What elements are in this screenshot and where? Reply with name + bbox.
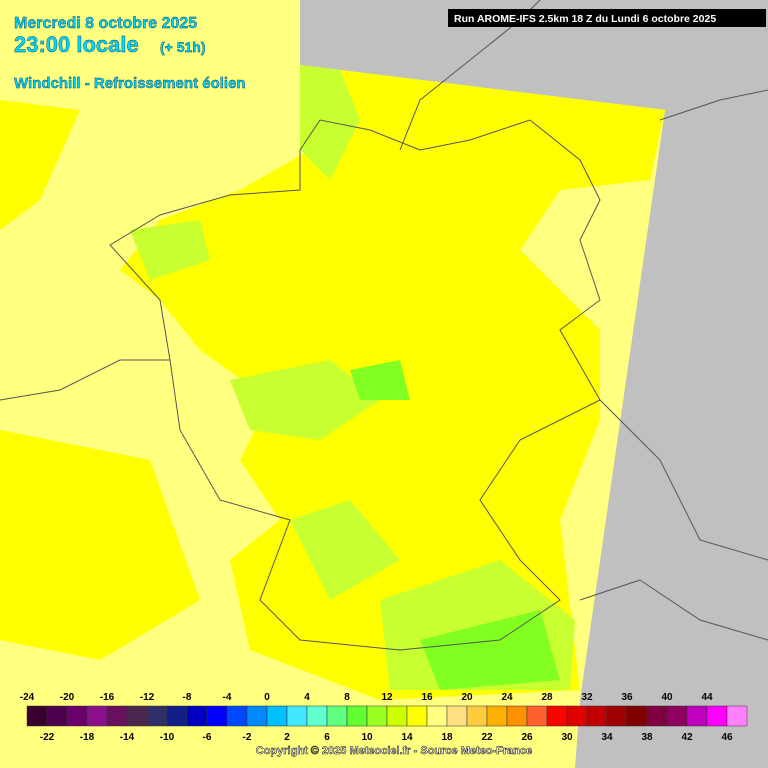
legend-label: 22 (481, 732, 493, 743)
legend-label: 38 (641, 732, 653, 743)
legend-swatch (346, 705, 368, 727)
legend-label: 0 (264, 692, 270, 703)
legend-swatch (446, 705, 468, 727)
legend-label: 24 (501, 692, 513, 703)
legend-label: 42 (681, 732, 693, 743)
legend-label: -6 (203, 732, 212, 743)
legend-label: -18 (80, 732, 95, 743)
legend-label: 2 (284, 732, 290, 743)
time: 23:00 locale (14, 32, 139, 57)
legend-label: 44 (701, 692, 713, 703)
legend-swatch (406, 705, 428, 727)
run-box (448, 9, 766, 27)
legend-swatch (146, 705, 168, 727)
legend-label: 46 (721, 732, 733, 743)
legend-label: -24 (20, 692, 35, 703)
legend-swatch (126, 705, 148, 727)
copyright: Copyright © 2025 Meteociel.fr - Source M… (256, 745, 532, 757)
legend-swatch (666, 705, 688, 727)
legend-swatch (46, 705, 68, 727)
legend-label: 34 (601, 732, 613, 743)
legend-swatch (426, 705, 448, 727)
legend-label: 8 (344, 692, 350, 703)
date: Mercredi 8 octobre 2025 (14, 15, 197, 32)
legend-label: -20 (60, 692, 75, 703)
legend-swatch (26, 705, 48, 727)
legend-label: -2 (243, 732, 252, 743)
legend-label: -14 (120, 732, 135, 743)
legend-swatch (106, 705, 128, 727)
legend-label: 6 (324, 732, 330, 743)
legend-label: -8 (183, 692, 192, 703)
run-info: Run AROME-IFS 2.5km 18 Z du Lundi 6 octo… (454, 13, 716, 25)
lead-time: (+ 51h) (160, 39, 206, 55)
legend-label: -16 (100, 692, 115, 703)
fair-green-areas (350, 360, 560, 690)
legend-label: 40 (661, 692, 673, 703)
legend-label: 30 (561, 732, 573, 743)
legend-swatch (486, 705, 508, 727)
legend-swatch (626, 705, 648, 727)
legend-label: -12 (140, 692, 155, 703)
legend-swatch (366, 705, 388, 727)
legend-label: 4 (304, 692, 310, 703)
legend-swatch (546, 705, 568, 727)
legend-label: 32 (581, 692, 593, 703)
legend-swatch (306, 705, 328, 727)
legend-swatch (86, 705, 108, 727)
legend-swatch (266, 705, 288, 727)
legend-swatch (686, 705, 708, 727)
legend-swatch (186, 705, 208, 727)
legend-swatch (386, 705, 408, 727)
legend-swatch (526, 705, 548, 727)
legend-swatch (466, 705, 488, 727)
parameter: Windchill - Refroissement éolien (14, 75, 246, 92)
legend-swatch (606, 705, 628, 727)
legend-swatch (166, 705, 188, 727)
legend-swatch (586, 705, 608, 727)
legend-label: -4 (223, 692, 232, 703)
legend-label: 26 (521, 732, 533, 743)
legend-label: 18 (441, 732, 453, 743)
legend-swatch (246, 705, 268, 727)
borders (0, 0, 768, 651)
legend-swatch (566, 705, 588, 727)
legend-swatch (646, 705, 668, 727)
legend-label: 16 (421, 692, 433, 703)
legend-swatch (506, 705, 528, 727)
legend-label: -22 (40, 732, 55, 743)
legend-label: 28 (541, 692, 553, 703)
legend-swatch (206, 705, 228, 727)
legend-swatch (706, 705, 728, 727)
legend-label: -10 (160, 732, 175, 743)
legend-label: 12 (381, 692, 393, 703)
legend-swatch (326, 705, 348, 727)
legend-swatch (726, 705, 748, 727)
legend-label: 14 (401, 732, 413, 743)
legend-label: 10 (361, 732, 373, 743)
legend-swatch (66, 705, 88, 727)
legend-label: 36 (621, 692, 633, 703)
legend-swatch (226, 705, 248, 727)
legend: -24-22-20-18-16-14-12-10-8-6-4-202468101… (20, 692, 748, 743)
legend-swatch (286, 705, 308, 727)
legend-label: 20 (461, 692, 473, 703)
